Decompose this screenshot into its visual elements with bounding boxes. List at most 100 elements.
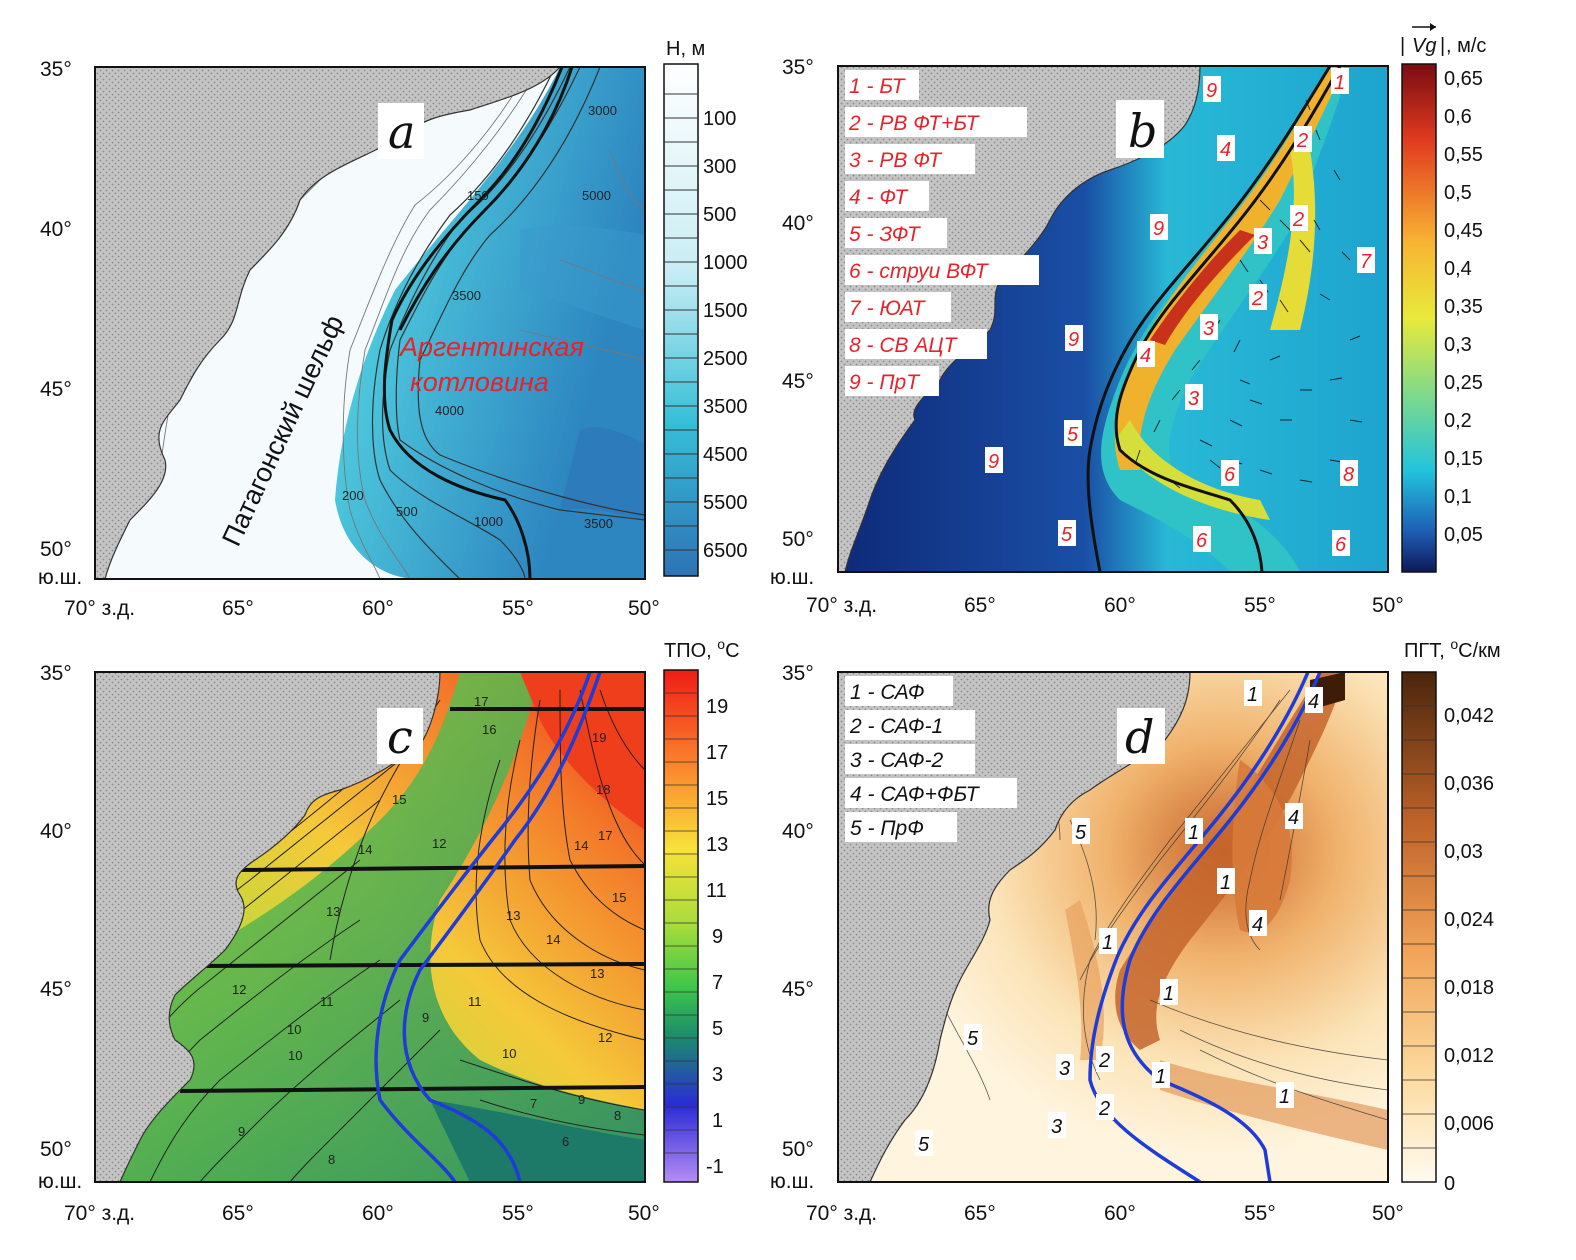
colorbar-b: | Vg | , м/с 0,65 0,6 0,55 0,5 0,45 0,4 … (1400, 23, 1486, 573)
svg-text:50°: 50° (628, 597, 660, 620)
svg-text:11: 11 (468, 994, 482, 1009)
panel-letter-a: a (388, 105, 415, 159)
svg-text:0,45: 0,45 (1444, 220, 1483, 242)
svg-text:9: 9 (238, 1124, 245, 1139)
svg-text:7: 7 (1360, 251, 1372, 273)
svg-text:4: 4 (1288, 807, 1299, 829)
svg-text:50°: 50° (40, 538, 72, 561)
svg-text:1: 1 (1188, 822, 1199, 844)
svg-text:60°: 60° (1104, 594, 1136, 617)
svg-text:3: 3 (1188, 388, 1199, 410)
svg-text:15: 15 (392, 792, 406, 807)
svg-text:1: 1 (1334, 72, 1345, 94)
svg-text:35°: 35° (40, 662, 72, 685)
panel-c-frame (94, 671, 646, 1183)
svg-text:0,65: 0,65 (1444, 68, 1483, 90)
svg-text:35°: 35° (40, 58, 72, 81)
svg-text:45°: 45° (782, 978, 814, 1001)
svg-text:0,5: 0,5 (1444, 182, 1472, 204)
svg-text:2500: 2500 (703, 348, 748, 370)
svg-text:5: 5 (967, 1028, 979, 1050)
basin-label-line2: котловина (410, 367, 549, 397)
front-line-east-d (1120, 672, 1322, 1182)
svg-text:17: 17 (598, 828, 612, 843)
svg-text:1: 1 (1102, 932, 1113, 954)
svg-text:9: 9 (1206, 80, 1217, 102)
svg-text:0,018: 0,018 (1444, 977, 1494, 999)
svg-text:3500: 3500 (584, 516, 613, 531)
svg-text:8: 8 (1343, 464, 1354, 486)
svg-text:500: 500 (703, 204, 736, 226)
svg-text:3000: 3000 (588, 103, 617, 118)
svg-text:50°: 50° (1372, 1202, 1404, 1225)
panel-b-axis-labels: 35° 40° 45° 50° ю.ш. 70° з.д. 65° 60° 55… (770, 56, 1404, 617)
svg-text:14: 14 (358, 842, 372, 857)
svg-text:4 - ФТ: 4 - ФТ (849, 186, 909, 209)
svg-text:4: 4 (1220, 139, 1231, 161)
svg-text:ю.ш.: ю.ш. (770, 1170, 814, 1193)
svg-text:5000: 5000 (582, 188, 611, 203)
svg-text:2: 2 (1292, 209, 1304, 231)
svg-text:0,024: 0,024 (1444, 909, 1494, 931)
svg-text:1: 1 (1220, 872, 1231, 894)
svg-text:2 - САФ-1: 2 - САФ-1 (849, 715, 943, 738)
svg-text:9: 9 (578, 1092, 585, 1107)
svg-text:3: 3 (1203, 318, 1214, 340)
svg-text:35°: 35° (782, 662, 814, 685)
panel-letter-d: d (1125, 710, 1154, 764)
svg-text:5: 5 (712, 1018, 723, 1040)
svg-text:1000: 1000 (703, 252, 748, 274)
svg-text:19: 19 (592, 730, 606, 745)
svg-text:3: 3 (1257, 232, 1268, 254)
svg-text:, м/с: , м/с (1446, 35, 1486, 57)
svg-text:0,2: 0,2 (1444, 410, 1472, 432)
legend-b: 1 - БТ 2 - РВ ФТ+БТ 3 - РВ ФТ 4 - ФТ 5 -… (845, 70, 1039, 396)
svg-text:0,6: 0,6 (1444, 106, 1472, 128)
svg-text:3: 3 (712, 1064, 723, 1086)
svg-text:ю.ш.: ю.ш. (38, 566, 82, 589)
svg-text:0,05: 0,05 (1444, 524, 1483, 546)
svg-text:3 - САФ-2: 3 - САФ-2 (850, 749, 944, 772)
svg-text:55°: 55° (502, 597, 534, 620)
svg-text:16: 16 (482, 722, 496, 737)
svg-text:45°: 45° (782, 370, 814, 393)
svg-text:5500: 5500 (703, 492, 748, 514)
svg-text:9 - ПрТ: 9 - ПрТ (849, 371, 921, 394)
panel-c-isotherm-labels: 17 16 15 14 12 13 14 19 18 17 15 13 14 1… (232, 694, 626, 1167)
svg-text:6 - струи ВФТ: 6 - струи ВФТ (849, 260, 990, 283)
svg-text:0: 0 (1444, 1173, 1455, 1195)
svg-text:200: 200 (342, 488, 364, 503)
svg-text:5 - ЗФТ: 5 - ЗФТ (849, 223, 922, 246)
svg-text:0,006: 0,006 (1444, 1113, 1494, 1135)
svg-text:100: 100 (703, 108, 736, 130)
svg-text:3500: 3500 (452, 288, 481, 303)
panel-letter-b: b (1128, 104, 1157, 158)
svg-text:50°: 50° (782, 528, 814, 551)
svg-text:500: 500 (396, 504, 418, 519)
svg-text:45°: 45° (40, 378, 72, 401)
svg-text:0,042: 0,042 (1444, 705, 1494, 727)
svg-text:0,35: 0,35 (1444, 296, 1483, 318)
svg-text:0,036: 0,036 (1444, 773, 1494, 795)
svg-text:8: 8 (328, 1152, 335, 1167)
svg-text:5: 5 (1067, 424, 1079, 446)
svg-text:2: 2 (1098, 1050, 1110, 1072)
svg-text:10: 10 (502, 1046, 516, 1061)
panel-a-isobath-labels: 3000 5000 150 3500 4000 200 500 1000 350… (342, 103, 617, 531)
svg-text:12: 12 (598, 1030, 612, 1045)
svg-text:40°: 40° (782, 820, 814, 843)
panel-d-axis-labels: 35° 40° 45° 50° ю.ш. 70° з.д. 65° 60° 55… (770, 662, 1404, 1225)
svg-text:9: 9 (1068, 329, 1079, 351)
svg-text:13: 13 (590, 966, 604, 981)
svg-text:70° з.д.: 70° з.д. (806, 594, 877, 617)
svg-text:6: 6 (1335, 534, 1347, 556)
svg-text:ПГТ, oC/км: ПГТ, oC/км (1404, 636, 1501, 662)
svg-text:13: 13 (326, 904, 340, 919)
svg-text:50°: 50° (628, 1202, 660, 1225)
svg-text:6: 6 (1196, 530, 1208, 552)
svg-text:0,3: 0,3 (1444, 334, 1472, 356)
svg-text:6500: 6500 (703, 540, 748, 562)
svg-text:0,15: 0,15 (1444, 448, 1483, 470)
svg-text:9: 9 (712, 926, 723, 948)
